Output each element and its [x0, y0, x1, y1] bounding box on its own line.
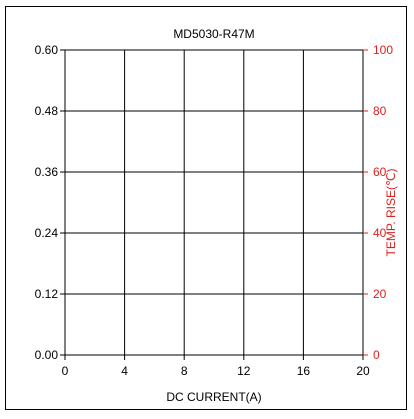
plot-border [64, 49, 364, 356]
x-tick-label: 12 [237, 364, 251, 378]
y2-tick-label: 20 [373, 287, 387, 301]
x-tick-label: 16 [297, 364, 311, 378]
y2-tick-label: 100 [373, 43, 393, 57]
y2-tick-label: 40 [373, 226, 387, 240]
x-axis-label: DC CURRENT(A) [166, 390, 261, 404]
x-tick-label: 20 [356, 364, 370, 378]
grid-layer [64, 49, 364, 356]
chart-svg: MD5030-R47M 0 4 8 12 16 20 0.00 0.12 0.24 0.36 0.4… [35, 27, 398, 404]
x-tick-label: 0 [62, 364, 69, 378]
y-tick-label: 0.12 [35, 287, 59, 301]
chart-title: MD5030-R47M [173, 27, 254, 41]
x-tick-label: 4 [121, 364, 128, 378]
y-tick-label: 0.36 [35, 165, 59, 179]
secondary-y-axis-label: TEMP. RISE(℃) [384, 169, 398, 257]
y-tick-label: 0.60 [35, 43, 59, 57]
x-tick-label: 8 [181, 364, 188, 378]
y2-tick-label: 80 [373, 104, 387, 118]
y-tick-label: 0.00 [35, 348, 59, 362]
y2-tick-label: 0 [373, 348, 380, 362]
chart-frame: MD5030-R47M 0 4 8 12 16 20 0.00 0.12 0.24 0.36 0.4… [5, 6, 407, 410]
y-tick-label: 0.24 [35, 226, 59, 240]
y2-tick-label: 60 [373, 165, 387, 179]
ticks-layer: 0 4 8 12 16 200.000.120.240.360.480.600204060… [35, 43, 394, 378]
y-tick-label: 0.48 [35, 104, 59, 118]
